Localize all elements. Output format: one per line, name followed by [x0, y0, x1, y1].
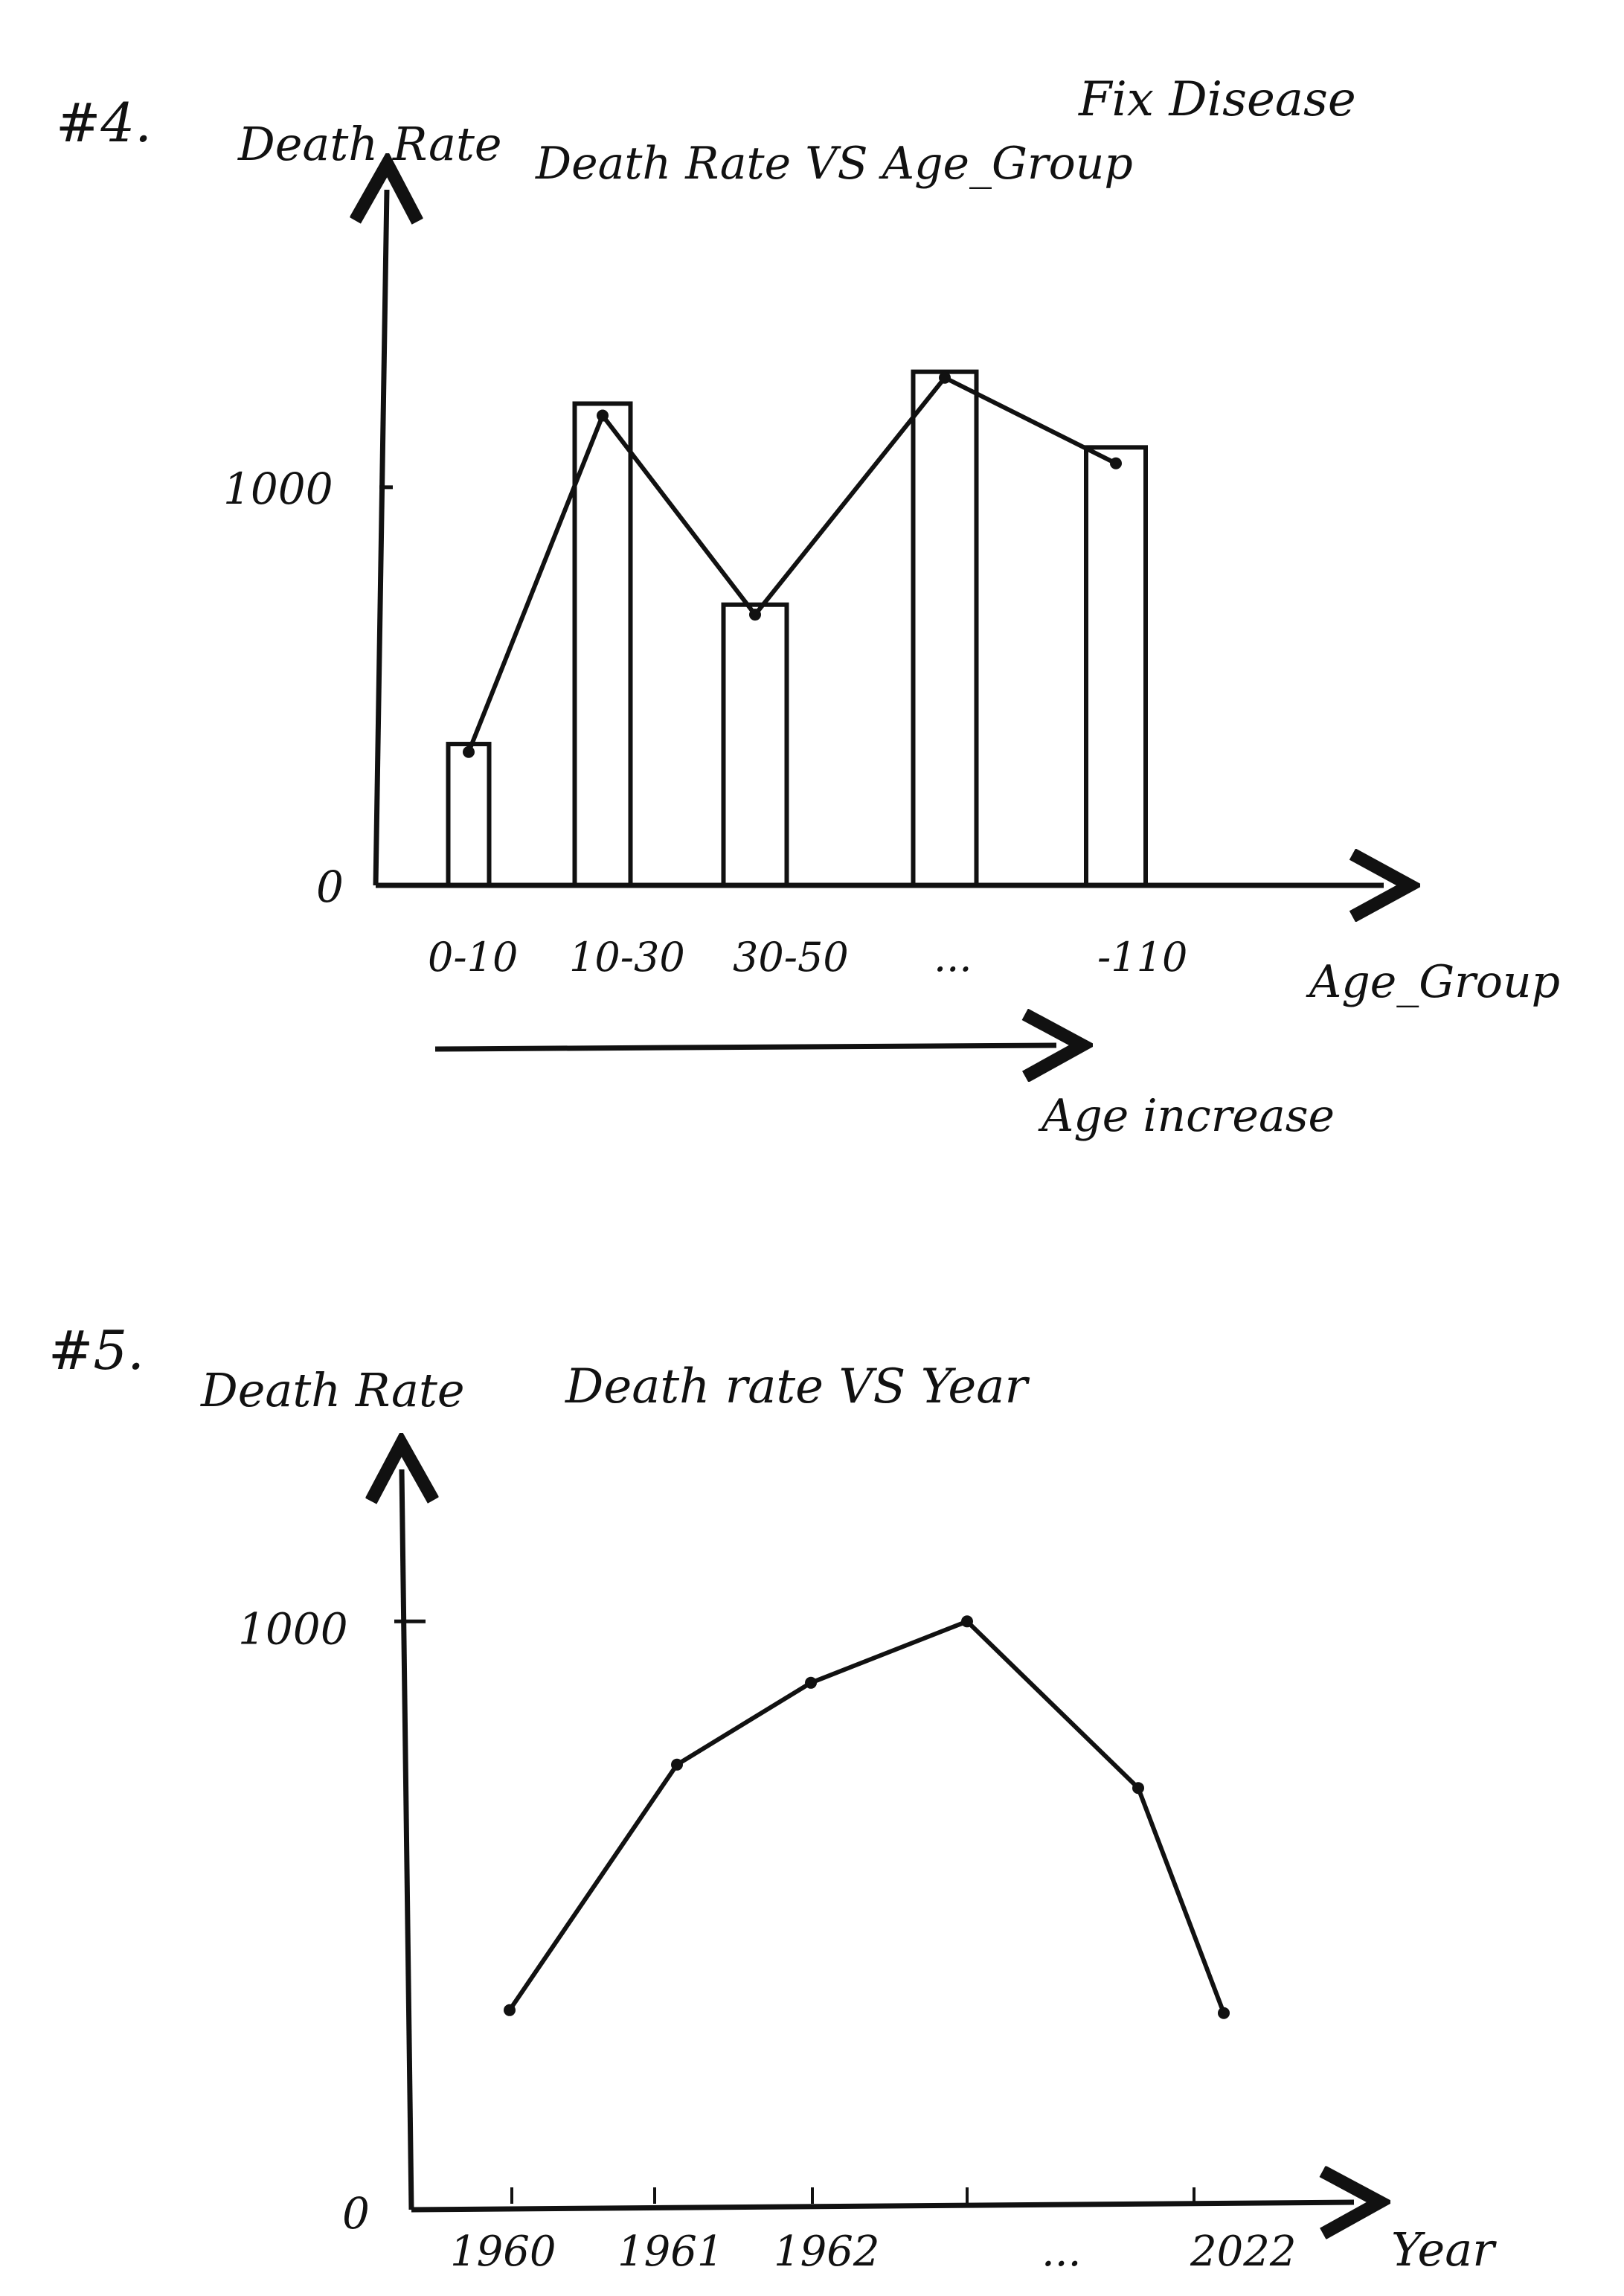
chart1-bar: [572, 401, 633, 888]
chart1-point: [463, 745, 475, 758]
chart1-y-tick-label: 0: [316, 862, 344, 912]
chart2-point: [961, 1615, 973, 1628]
chart2-line: [507, 1619, 1226, 2014]
age-increase-arrow: [434, 1045, 1056, 1049]
chart1-bar: [446, 742, 492, 888]
chart1-bar: [1084, 445, 1148, 888]
chart1-x-tick-label: ...: [934, 934, 972, 981]
chart1-xlabel: Age_Group: [1306, 956, 1560, 1008]
top-right-note: Fix Disease: [1078, 72, 1356, 127]
chart2-point: [1132, 1782, 1144, 1795]
chart1-ylabel: Death Rate: [237, 117, 502, 171]
chart1-bar: [911, 369, 979, 888]
chart2-x-tick-label: 2022: [1190, 2228, 1297, 2276]
chart2-point: [504, 2004, 516, 2016]
chart1-arrow-note: Age increase: [1038, 1090, 1335, 1142]
chart2-x-tick-label: 1962: [774, 2228, 880, 2276]
chart2-y-axis: [402, 1469, 411, 2210]
chart1-point: [749, 609, 761, 621]
chart2-x-tick-label: 1960: [450, 2228, 556, 2276]
chart1-y-tick-label: 1000: [223, 464, 333, 514]
chart2-xlabel: Year: [1391, 2222, 1497, 2277]
chart1-point: [597, 409, 609, 422]
chart1-x-tick-label: -110: [1097, 934, 1187, 981]
chart1-title: Death Rate VS Age_Group: [535, 138, 1133, 190]
chart2-y-tick-label: 1000: [238, 1603, 348, 1654]
chart2-title: Death rate VS Year: [565, 1359, 1030, 1414]
chart1-y-axis: [376, 190, 387, 886]
chart2-point: [671, 1758, 683, 1771]
chart1-point: [939, 371, 951, 384]
chart2-ylabel: Death Rate: [200, 1363, 465, 1417]
chart1-marks: 0 1000 0-10 10-30 30-50... -110: [223, 369, 1187, 981]
chart2-point: [1218, 2007, 1230, 2019]
chart2-x-axis: [411, 2202, 1354, 2210]
chart2-point: [805, 1676, 817, 1689]
chart1-number-label: #4.: [56, 92, 152, 154]
chart1-x-tick-label: 30-50: [733, 934, 849, 981]
chart1-bar: [721, 602, 789, 888]
chart2-y-tick-label: 0: [342, 2188, 370, 2239]
chart2-marks: 0 1000 1960 1961 1962... 2022: [238, 1603, 1297, 2276]
chart1-x-tick-label: 0-10: [428, 934, 518, 981]
chart1-point: [1110, 457, 1122, 469]
chart2-x-tick-label: 1961: [617, 2228, 724, 2276]
chart1-x-tick-label: 10-30: [569, 934, 685, 981]
chart2-number-label: #5.: [48, 1319, 144, 1382]
chart2-x-tick-label: ...: [1042, 2228, 1081, 2276]
chart1-line: [466, 375, 1117, 753]
